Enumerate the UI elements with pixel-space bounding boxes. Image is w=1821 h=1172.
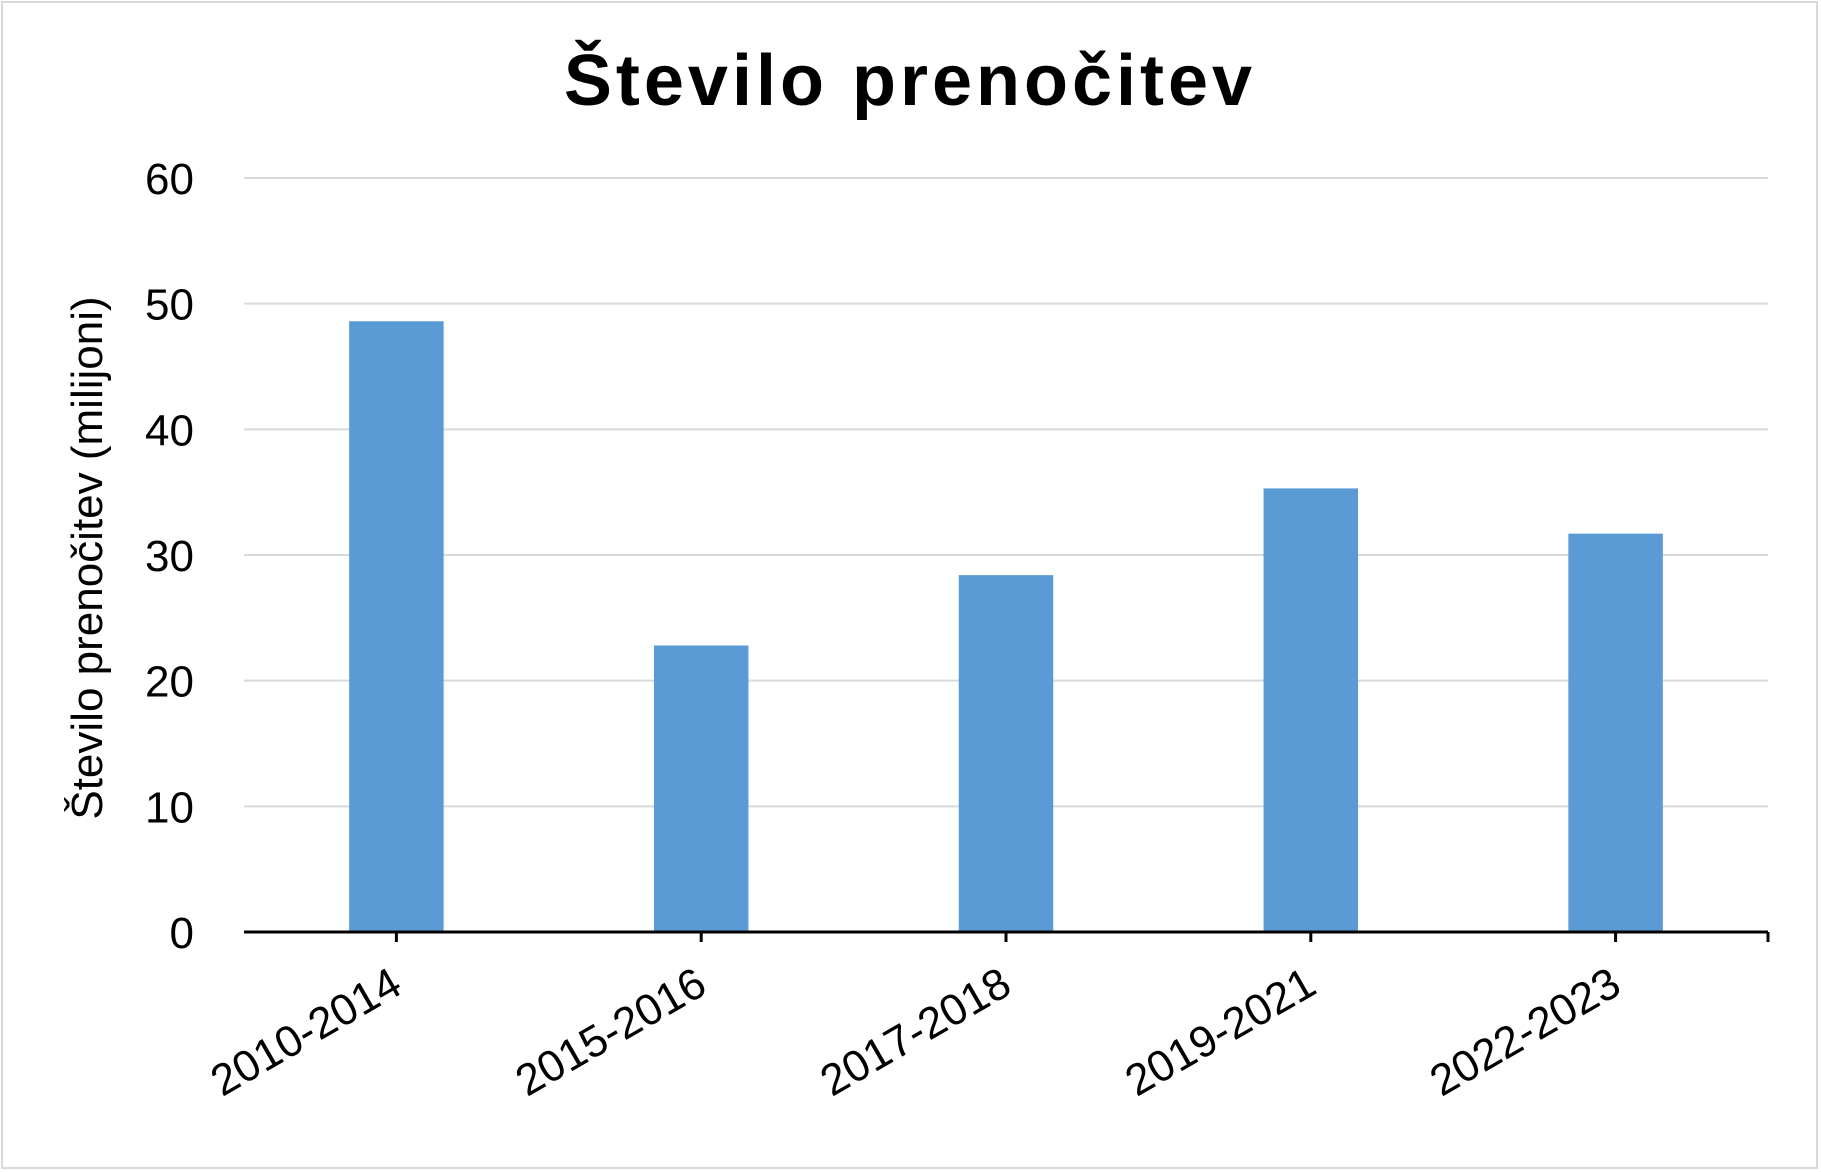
bar-2015-2016 [653,645,749,932]
bar-2019-2021 [1263,488,1359,932]
chart-title: Število prenočitev [564,40,1256,121]
x-tick-label: 2017-2018 [812,958,1019,1106]
gridlines [244,177,1768,808]
x-axis [244,930,1770,942]
x-tick-label: 2015-2016 [507,958,714,1106]
y-axis-title: Število prenočitev (milijoni) [62,296,112,819]
x-axis-ticks: 2010-2014 2015-2016 2017-2018 2019-2021 2022… [203,958,1629,1106]
x-tick-label: 2019-2021 [1117,958,1324,1106]
x-tick-label: 2022-2023 [1422,958,1629,1106]
bars [349,321,1663,932]
y-axis-ticks: 0 10 20 30 40 50 60 [145,155,194,958]
bar-2010-2014 [349,321,444,932]
y-tick-label: 50 [145,281,194,330]
bar-2022-2023 [1568,533,1663,932]
y-tick-label: 10 [145,783,194,832]
y-tick-label: 0 [170,909,194,958]
y-tick-label: 60 [145,155,194,204]
y-tick-label: 20 [145,658,194,707]
y-tick-label: 30 [145,532,194,581]
bar-2017-2018 [958,575,1054,932]
y-tick-label: 40 [145,406,194,455]
x-tick-label: 2010-2014 [203,958,410,1106]
